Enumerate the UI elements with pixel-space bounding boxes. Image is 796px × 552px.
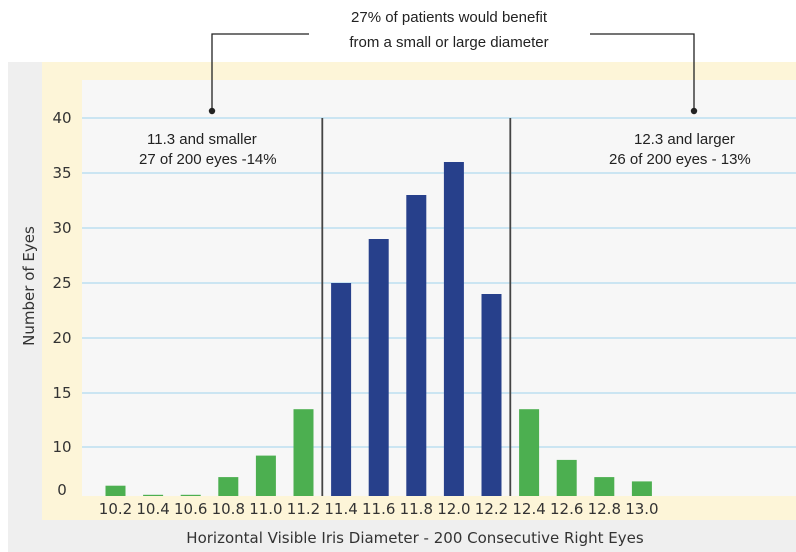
y-tick-label: 30 — [52, 219, 71, 237]
bar — [105, 485, 126, 496]
bar — [218, 477, 239, 496]
x-tick-label: 10.4 — [136, 500, 169, 518]
y-tick-label: 10 — [52, 438, 71, 456]
bar — [143, 494, 164, 496]
x-tick-label: 11.2 — [287, 500, 320, 518]
callout-line-left — [211, 33, 309, 110]
bar — [180, 494, 201, 496]
bar — [293, 409, 314, 496]
callout-dot-left — [208, 107, 216, 115]
bar — [594, 477, 615, 496]
x-tick-label: 11.0 — [249, 500, 282, 518]
x-tick-label: 10.2 — [99, 500, 132, 518]
x-tick-label: 12.2 — [475, 500, 508, 518]
y-tick-labels: 0 10 15 20 25 30 35 40 — [52, 109, 71, 499]
gridlines — [82, 117, 796, 448]
callout-dot-right — [690, 107, 698, 115]
annotation-large-line1: 12.3 and larger — [634, 131, 735, 148]
bar — [481, 294, 502, 496]
x-tick-label: 10.6 — [174, 500, 207, 518]
x-tick-label: 11.6 — [362, 500, 395, 518]
x-axis-label: Horizontal Visible Iris Diameter - 200 C… — [186, 529, 644, 547]
bars — [105, 162, 652, 496]
y-tick-label: 35 — [52, 164, 71, 182]
y-tick-label: 25 — [52, 274, 71, 292]
group-dividers — [321, 118, 512, 496]
x-tick-labels: 10.2 10.4 10.6 10.8 11.0 11.2 11.4 11.6 11.8 12.0… — [99, 500, 659, 518]
annotation-small-line1: 11.3 and smaller — [147, 131, 257, 148]
bar — [443, 162, 464, 496]
x-tick-label: 12.4 — [512, 500, 545, 518]
callout-title-line2: from a small or large diameter — [349, 34, 548, 51]
callout-line-right — [590, 33, 695, 110]
callout-title-line1: 27% of patients would benefit — [351, 9, 548, 26]
bar — [368, 239, 389, 496]
x-tick-label: 13.0 — [625, 500, 658, 518]
annotation-small-line2: 27 of 200 eyes -14% — [139, 151, 277, 168]
x-tick-label: 11.4 — [324, 500, 357, 518]
bar — [255, 455, 276, 496]
bar — [331, 283, 352, 496]
x-tick-label: 12.6 — [550, 500, 583, 518]
y-tick-label: 40 — [52, 109, 71, 127]
y-tick-label: 20 — [52, 329, 71, 347]
x-tick-label: 11.8 — [400, 500, 433, 518]
x-tick-label: 12.8 — [588, 500, 621, 518]
bar — [631, 481, 652, 496]
bar — [406, 195, 427, 496]
bar — [519, 409, 540, 496]
annotation-large-line2: 26 of 200 eyes - 13% — [609, 151, 751, 168]
x-tick-label: 10.8 — [212, 500, 245, 518]
y-axis-label: Number of Eyes — [20, 226, 38, 346]
y-tick-label: 15 — [52, 384, 71, 402]
bar — [556, 459, 577, 496]
y-tick-label: 0 — [57, 481, 67, 499]
plot-background — [82, 80, 796, 496]
x-tick-label: 12.0 — [437, 500, 470, 518]
callout-lines — [208, 33, 698, 115]
